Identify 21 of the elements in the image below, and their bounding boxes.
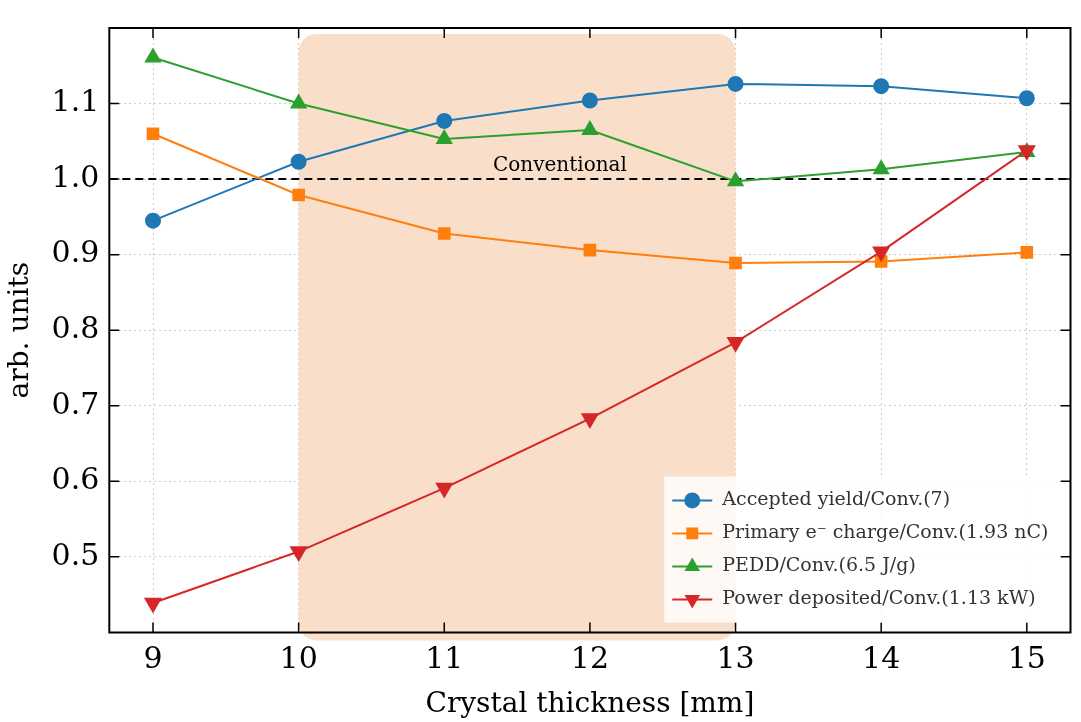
y-tick-label: 1.0 bbox=[51, 158, 100, 194]
y-tick-label: 1.1 bbox=[51, 83, 100, 119]
y-tick-label: 0.5 bbox=[51, 536, 100, 572]
x-tick-label: 14 bbox=[862, 640, 901, 676]
y-axis-title: arb. units bbox=[2, 261, 36, 399]
legend-label: Accepted yield/Conv.(7) bbox=[721, 487, 951, 510]
x-tick-label: 15 bbox=[1007, 640, 1046, 676]
x-tick-label: 11 bbox=[425, 640, 464, 676]
x-tick-label: 13 bbox=[716, 640, 755, 676]
x-tick-label: 9 bbox=[143, 640, 163, 676]
x-tick-label: 12 bbox=[570, 640, 609, 676]
legend-label: Primary e⁻ charge/Conv.(1.93 nC) bbox=[722, 520, 1049, 543]
y-tick-label: 0.6 bbox=[51, 461, 100, 497]
y-tick-label: 0.8 bbox=[51, 310, 100, 345]
y-tick-label: 0.7 bbox=[51, 385, 100, 421]
y-tick-label: 0.9 bbox=[51, 234, 100, 270]
x-axis-title: Crystal thickness [mm] bbox=[425, 686, 755, 720]
x-tick-label: 10 bbox=[279, 640, 318, 676]
legend-label: PEDD/Conv.(6.5 J/g) bbox=[722, 553, 916, 576]
legend-label: Power deposited/Conv.(1.13 kW) bbox=[722, 586, 1036, 609]
ref-line-label: Conventional bbox=[492, 152, 627, 177]
